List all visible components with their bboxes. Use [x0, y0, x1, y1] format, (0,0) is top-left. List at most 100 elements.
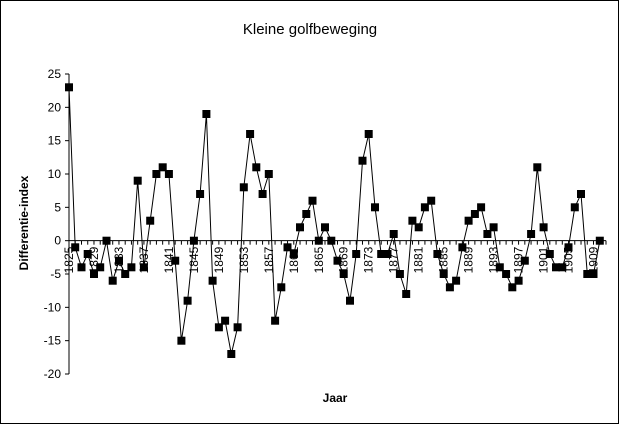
data-point	[558, 263, 567, 272]
data-point	[489, 223, 498, 232]
data-point	[233, 323, 242, 332]
data-point	[158, 163, 167, 172]
y-tick-label: -20	[44, 367, 62, 381]
x-tick-label: 1857	[262, 246, 276, 273]
data-point	[477, 203, 486, 212]
data-point	[177, 336, 186, 345]
data-point	[227, 350, 236, 358]
data-point	[202, 110, 211, 118]
data-point	[90, 270, 98, 278]
data-point	[552, 263, 560, 272]
data-point	[221, 316, 230, 325]
data-point	[115, 256, 123, 265]
x-tick-label: 1897	[512, 246, 526, 273]
data-point	[164, 170, 173, 178]
data-point	[583, 270, 592, 278]
data-point	[371, 203, 379, 212]
data-point	[127, 263, 136, 272]
y-tick-label: 10	[48, 167, 62, 181]
y-axis-label: Differentie-index	[17, 175, 31, 270]
data-point	[352, 250, 361, 258]
x-tick-label: 1849	[212, 246, 226, 273]
x-tick-label: 1853	[237, 246, 251, 273]
data-point	[570, 203, 579, 212]
data-point	[502, 270, 511, 278]
x-tick-label: 1845	[187, 246, 201, 273]
data-point	[545, 250, 554, 258]
data-point	[564, 243, 573, 252]
y-tick-label: -10	[44, 300, 62, 314]
data-point	[464, 216, 473, 225]
data-point	[264, 170, 273, 178]
data-point	[196, 190, 205, 198]
data-point	[514, 276, 523, 285]
y-tick-label: -15	[44, 334, 62, 348]
x-tick-label: 1873	[362, 246, 376, 273]
data-point	[133, 176, 142, 185]
data-point	[146, 216, 155, 225]
data-point	[183, 296, 192, 305]
data-point	[271, 316, 280, 325]
data-point	[420, 203, 429, 212]
x-tick-label: 1825	[62, 246, 76, 273]
data-point	[277, 283, 286, 292]
data-point	[589, 270, 598, 278]
data-point	[71, 243, 80, 252]
x-tick-label: 1865	[312, 246, 326, 273]
data-point	[189, 236, 198, 245]
data-point	[83, 250, 92, 258]
data-point	[121, 270, 130, 278]
data-point	[65, 83, 73, 92]
data-point	[239, 183, 248, 192]
data-point	[258, 190, 267, 198]
data-point	[96, 263, 105, 272]
data-point	[339, 270, 348, 278]
data-point	[439, 270, 448, 278]
data-point	[433, 250, 442, 258]
y-tick-label: 5	[54, 200, 61, 214]
data-point	[395, 270, 404, 278]
data-point	[452, 276, 461, 285]
data-point	[214, 323, 223, 332]
data-point	[577, 190, 585, 198]
data-point	[171, 256, 180, 265]
data-point	[527, 230, 536, 238]
data-point	[296, 223, 304, 232]
data-point	[333, 256, 342, 265]
data-point	[108, 276, 117, 285]
data-point	[427, 196, 436, 205]
data-point	[364, 130, 373, 138]
data-point	[520, 256, 529, 265]
y-tick-label: 0	[54, 234, 61, 248]
x-tick-label: 1889	[462, 246, 476, 273]
data-point	[445, 283, 454, 292]
data-point	[483, 230, 492, 238]
data-point	[289, 250, 298, 258]
data-point	[402, 290, 411, 298]
data-point	[414, 223, 423, 232]
data-point	[533, 163, 542, 172]
data-point	[458, 243, 467, 252]
data-point	[389, 230, 398, 238]
y-tick-label: -5	[50, 267, 61, 281]
y-tick-label: 15	[48, 134, 62, 148]
data-markers	[65, 83, 604, 358]
data-point	[495, 263, 504, 272]
data-point	[327, 236, 336, 245]
data-point	[308, 196, 317, 205]
data-point	[470, 210, 479, 218]
data-point	[377, 250, 386, 258]
data-point	[139, 263, 148, 272]
data-point	[595, 236, 604, 245]
data-point	[246, 130, 255, 138]
data-point	[346, 296, 354, 305]
data-point	[314, 236, 323, 245]
data-point	[383, 250, 392, 258]
x-tick-label: 1881	[412, 246, 426, 273]
x-axis-label: Jaar	[323, 391, 348, 405]
data-point	[77, 263, 86, 272]
data-point	[283, 243, 292, 252]
data-point	[302, 210, 311, 218]
